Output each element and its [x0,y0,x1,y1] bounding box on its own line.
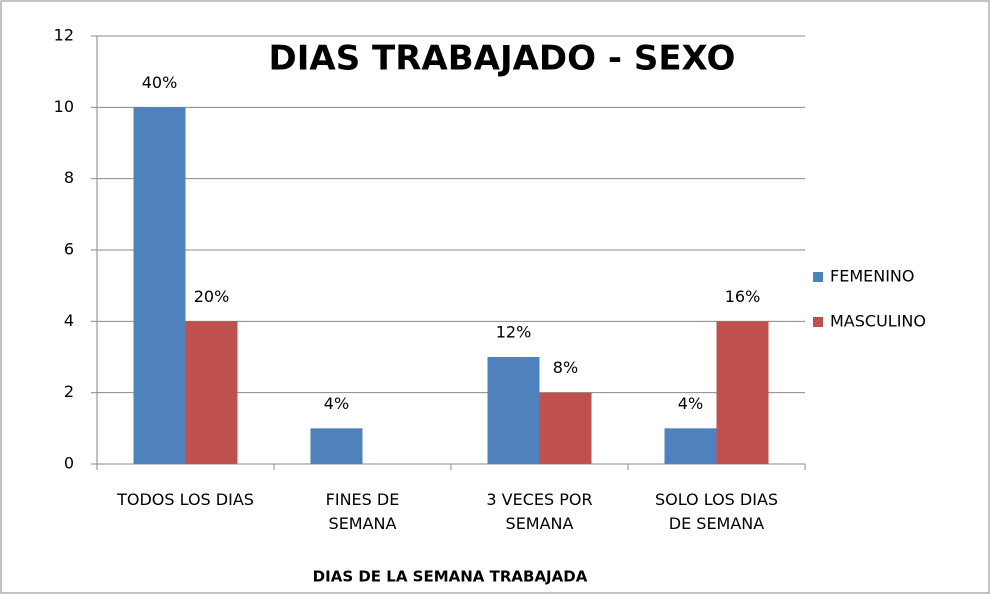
bar [539,392,592,464]
data-label: 4% [324,394,349,413]
legend-swatch [813,317,823,327]
legend-label: FEMENINO [830,267,914,286]
data-label: 40% [142,73,178,92]
bar [133,107,186,464]
y-tick-label: 0 [64,454,74,473]
data-label: 8% [553,358,578,377]
bar [664,428,717,464]
data-label: 4% [678,394,703,413]
y-tick-label: 12 [54,26,74,45]
x-tick-label: FINES DE SEMANA [325,490,400,533]
y-tick-label: 2 [64,382,74,401]
y-tick-label: 8 [64,168,74,187]
x-axis-title: DIAS DE LA SEMANA TRABAJADA [313,568,588,586]
bar [185,321,238,464]
data-label: 12% [496,323,532,342]
data-label: 20% [194,287,230,306]
y-tick-label: 10 [54,97,74,116]
y-tick-label: 6 [64,240,74,259]
data-label: 16% [725,287,761,306]
x-tick-label: TODOS LOS DIAS [117,490,254,509]
x-tick-label: SOLO LOS DIAS DE SEMANA [654,490,779,533]
legend-label: MASCULINO [830,312,926,331]
legend-swatch [813,272,823,282]
bar [310,428,363,464]
y-tick-label: 4 [64,311,74,330]
x-tick-label: 3 VECES POR SEMANA [486,490,593,533]
bar [716,321,769,464]
chart-title: DIAS TRABAJADO - SEXO [269,39,736,79]
bar [487,357,540,464]
